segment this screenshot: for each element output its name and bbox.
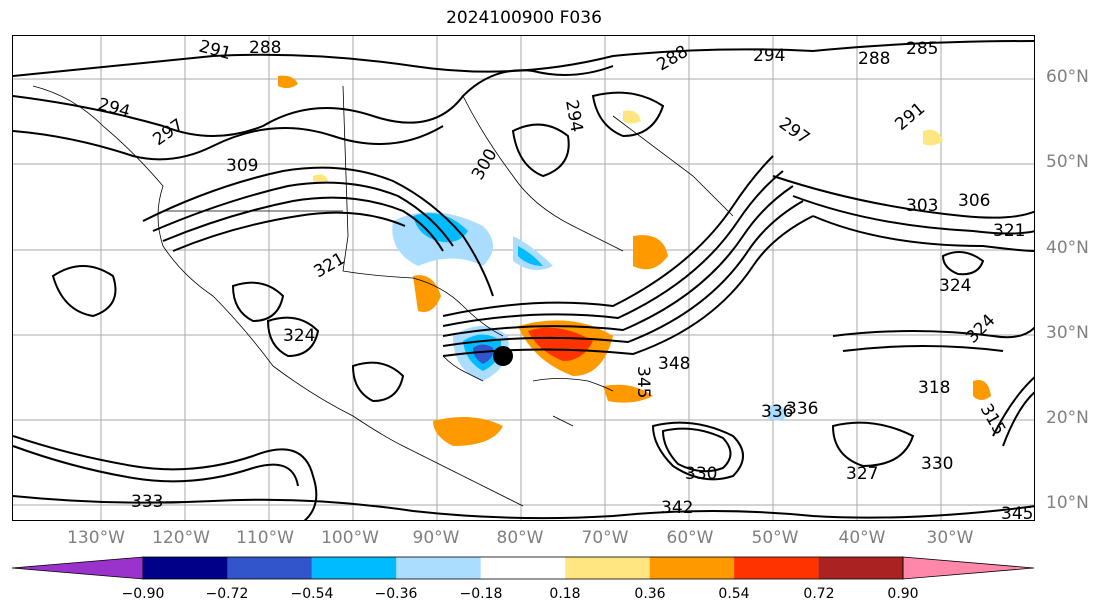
contour-lines [13,40,1034,520]
colorbar-tick-label: −0.72 [205,586,249,602]
latitude-label: 50°N [1046,152,1089,172]
colorbar-extension-low [12,556,144,580]
colorbar-segment [734,557,819,579]
colorbar-tick-label: −0.90 [121,586,165,602]
contour-label: 324 [283,326,315,346]
contour-label: 327 [846,464,878,484]
longitude-label: 90°W [412,528,460,548]
longitude-label: 70°W [581,528,629,548]
contour-label: 297 [149,115,187,150]
map-canvas: 291 288 294 297 309 300 294 288 294 285 … [13,36,1034,521]
coastlines [32,85,734,507]
colorbar-extension-high [902,556,1035,580]
contour-label: 333 [131,492,163,512]
longitude-label: 30°W [926,528,974,548]
longitude-label: 50°W [751,528,799,548]
contour-label: 288 [654,42,692,76]
latitude-label: 40°N [1046,238,1089,258]
colorbar-segment [143,557,228,579]
contour-label: 294 [753,46,785,66]
longitude-label: 110°W [236,528,294,548]
map-panel: 291 288 294 297 309 300 294 288 294 285 … [12,35,1035,521]
colorbar-segment [649,557,735,579]
contour-label: 348 [658,354,690,374]
contour-label: 324 [939,276,971,296]
longitude-label: 80°W [496,528,544,548]
longitude-label: 130°W [67,528,125,548]
colorbar-segment [565,557,650,579]
colorbar [12,556,1035,580]
longitude-label: 40°W [838,528,886,548]
colorbar-segment [396,557,481,579]
contour-label: 303 [906,196,938,216]
colorbar-segments [12,556,1035,580]
contour-label: 336 [761,402,793,422]
colorbar-border [142,556,904,580]
contour-label: 321 [311,249,349,283]
contour-label: 324 [962,310,999,347]
colorbar-tick-label: −0.18 [459,586,503,602]
contour-label: 318 [918,378,950,398]
storm-center-marker [493,346,513,366]
latitude-label: 60°N [1046,67,1089,87]
colorbar-tick-label: 0.54 [718,586,750,602]
colorbar-segment [227,557,312,579]
contour-label: 291 [891,99,929,135]
latitude-label: 20°N [1046,408,1089,428]
colorbar-tick-label: −0.36 [374,586,418,602]
contour-label: 330 [921,454,953,474]
longitude-label: 60°W [666,528,714,548]
gridlines [13,36,1034,520]
contour-label: 288 [249,38,281,58]
contour-label: 306 [958,191,990,211]
map-title: 2024100900 F036 [446,8,602,28]
contour-label: 297 [775,114,813,149]
colorbar-tick-label: 0.72 [803,586,835,602]
colorbar-segment [311,557,397,579]
contour-label: 321 [993,221,1025,241]
contour-label: 294 [561,98,586,133]
contour-label: 345 [633,366,653,398]
latitude-label: 30°N [1046,323,1089,343]
contour-label: 345 [1001,504,1033,521]
contour-label: 291 [197,37,234,65]
contour-label: 342 [661,498,693,518]
contour-label: 336 [786,399,818,419]
colorbar-tick-label: 0.36 [634,586,666,602]
longitude-label: 100°W [321,528,379,548]
colorbar-tick-label: −0.54 [290,586,334,602]
colorbar-segment [818,557,903,579]
latitude-label: 10°N [1046,493,1089,513]
contour-label: 288 [858,49,890,69]
colorbar-tick-label: 0.18 [549,586,581,602]
contour-label: 309 [226,156,258,176]
colorbar-tick-label: 0.90 [887,586,919,602]
contour-label: 330 [685,464,717,484]
colorbar-segment [480,557,566,579]
contour-label: 285 [906,39,938,59]
longitude-label: 120°W [152,528,210,548]
